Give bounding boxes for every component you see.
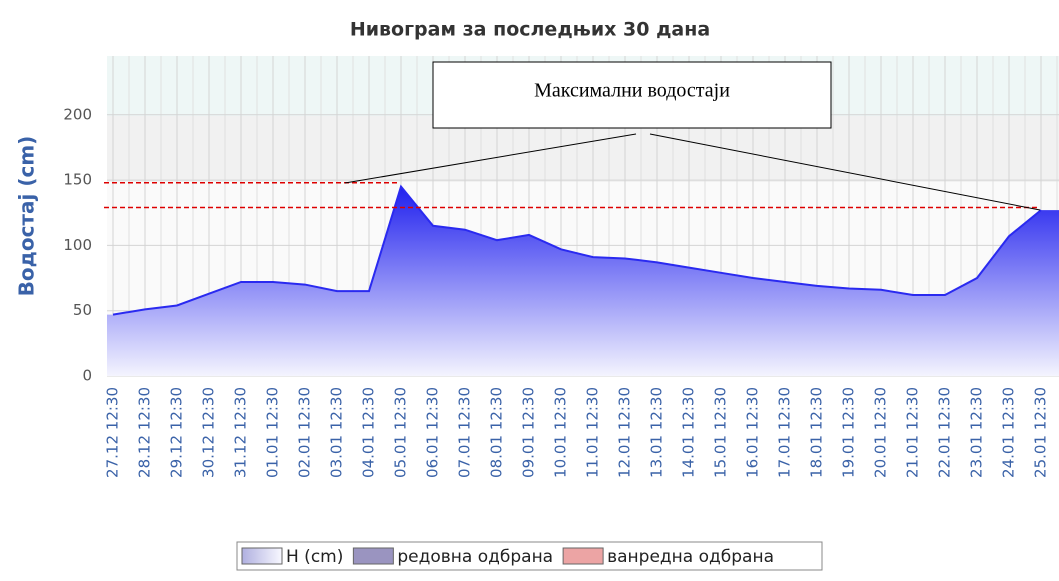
x-tick-label: 17.01 12:30: [776, 387, 794, 478]
y-tick-label: 200: [63, 105, 92, 123]
x-tick-label: 11.01 12:30: [584, 387, 602, 478]
x-tick-label: 21.01 12:30: [904, 387, 922, 478]
x-tick-label: 22.01 12:30: [936, 387, 954, 478]
legend-swatch: [241, 547, 283, 565]
legend-swatch: [562, 547, 604, 565]
annotation: Максимални водостаји: [534, 80, 730, 102]
line: [112, 184, 1042, 316]
y-tick-label: 0: [82, 367, 92, 385]
x-tick-label: 02.01 12:30: [296, 387, 314, 478]
x-tick-label: 18.01 12:30: [808, 387, 826, 478]
legend-label: ванредна одбрана: [607, 547, 774, 567]
y-tick-label: 50: [73, 301, 92, 319]
x-tick-label: 07.01 12:30: [456, 387, 474, 478]
pointer: [649, 133, 1041, 211]
x-tick-label: 06.01 12:30: [424, 387, 442, 478]
x-tick-label: 25.01 12:30: [1032, 387, 1050, 478]
chart-title: Нивограм за последњих 30 дана: [350, 19, 710, 41]
x-tick-label: 23.01 12:30: [968, 387, 986, 478]
x-tick-label: 09.01 12:30: [520, 387, 538, 478]
area: [107, 186, 1059, 376]
x-tick-label: 01.01 12:30: [264, 387, 282, 478]
x-tick-label: 31.12 12:30: [232, 387, 250, 478]
plot: 0 50 100 150 200 27.12 12:30 28.12 12:30 29.12 …: [63, 56, 1059, 478]
x-tick-label: 08.01 12:30: [488, 387, 506, 478]
x-tick-label: 24.01 12:30: [1000, 387, 1018, 478]
x-tick-label: 15.01 12:30: [712, 387, 730, 478]
x-tick-label: 03.01 12:30: [328, 387, 346, 478]
x-tick-label: 27.12 12:30: [104, 387, 122, 478]
x-tick-label: 04.01 12:30: [360, 387, 378, 478]
annotation-box: [432, 61, 832, 129]
legend-items: H (cm) редовна одбрана ванредна одбрана: [241, 547, 774, 567]
legend: [236, 541, 823, 571]
y-tick-label: 150: [63, 171, 92, 189]
legend-swatch: [352, 547, 394, 565]
pointer: [344, 133, 637, 184]
x-tick-label: 13.01 12:30: [648, 387, 666, 478]
x-tick-label: 28.12 12:30: [136, 387, 154, 478]
y-axis-label: Водостај (cm): [15, 136, 39, 297]
x-tick-label: 14.01 12:30: [680, 387, 698, 478]
y-tick-label: 100: [63, 236, 92, 254]
x-tick-label: 05.01 12:30: [392, 387, 410, 478]
x-tick-label: 12.01 12:30: [616, 387, 634, 478]
x-tick-label: 19.01 12:30: [840, 387, 858, 478]
x-tick-label: 20.01 12:30: [872, 387, 890, 478]
x-tick-label: 30.12 12:30: [200, 387, 218, 478]
legend-label: редовна одбрана: [397, 547, 553, 567]
x-tick-label: 10.01 12:30: [552, 387, 570, 478]
x-tick-label: 29.12 12:30: [168, 387, 186, 478]
x-tick-label: 16.01 12:30: [744, 387, 762, 478]
legend-label: H (cm): [286, 547, 343, 567]
